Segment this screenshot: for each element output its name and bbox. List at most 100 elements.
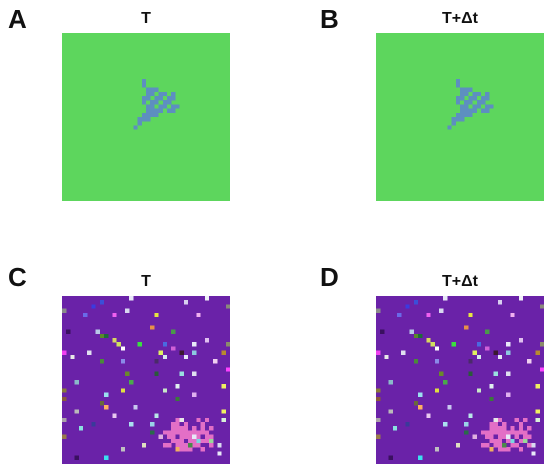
particle-cell [171,329,176,334]
particle-cell [192,350,197,355]
particle-cell [527,359,532,364]
particle-cell [62,350,67,355]
cluster-cell [481,96,486,101]
cluster-cell [506,447,511,452]
cluster-cell [179,443,184,448]
particle-cell [62,434,67,439]
particle-cell [380,329,385,334]
cluster-cell [192,426,197,431]
cluster-cell [200,426,205,431]
cluster-cell [175,443,180,448]
cluster-cell [175,438,180,444]
particle-cell [468,413,473,418]
particle-cell [112,312,117,318]
cluster-cell [455,112,461,118]
cluster-cell [192,438,197,444]
particle-cell [464,422,469,427]
particle-cell [443,422,448,427]
particle-cell [175,384,180,389]
particle-cell [104,405,109,410]
particle-cell [162,354,168,360]
cluster-cell [481,108,486,113]
cluster-cell [506,430,511,435]
particle-cell [506,434,511,439]
particle-cell [192,371,197,376]
cluster-cell [150,112,155,118]
cluster-cell [502,422,507,427]
cluster-cell [464,104,469,109]
particle-cell [116,342,121,347]
particle-cell [192,392,197,397]
cluster-cell [472,96,477,101]
particle-cell [112,338,117,343]
cluster-cell [171,104,176,109]
cluster-cell [141,83,147,88]
cluster-cell [455,79,461,84]
cluster-cell [485,443,490,448]
cluster-cell [175,430,180,435]
particle-cell [179,417,184,423]
cluster-cell [171,434,176,439]
particle-cell [510,312,515,318]
cluster-cell [171,438,176,444]
cluster-cell [497,417,503,423]
particle-cell [392,426,398,431]
cluster-cell [196,417,201,423]
particle-cell [99,359,105,364]
cluster-cell [518,447,524,452]
cluster-cell [146,91,151,97]
cluster-cell [137,121,142,126]
cluster-cell [150,100,155,105]
cluster-cell [171,91,176,97]
particle-cell [179,350,184,355]
cluster-cell [514,417,519,423]
cluster-cell [154,108,159,113]
cluster-cell [188,434,193,439]
particle-cell [213,359,218,364]
particle-cell [531,451,536,456]
particle-cell [418,333,423,339]
particle-cell [83,312,88,318]
particle-cell [204,338,210,343]
cluster-cell [204,430,210,435]
particle-cell [506,371,511,376]
cluster-cell [179,430,184,435]
cluster-cell [489,430,494,435]
cluster-cell [150,87,155,92]
particle-cell [401,350,406,355]
cluster-cell [196,434,201,439]
panel-title-a: T [141,10,151,27]
particle-cell [489,384,494,389]
cluster-cell [154,112,159,118]
particle-cell [418,455,423,460]
cluster-cell [200,422,205,427]
particle-cell [439,371,444,376]
cluster-cell [171,426,176,431]
cluster-cell [476,100,482,105]
cluster-cell [485,104,490,109]
particle-cell [62,308,67,313]
particle-cell [468,371,473,376]
cluster-cell [472,108,477,113]
cluster-cell [167,108,172,113]
particle-cell [175,396,180,402]
cluster-cell [464,87,469,92]
cluster-cell [183,430,189,435]
particle-cell [154,312,159,318]
particle-cell [162,342,168,347]
particle-cell [171,346,176,351]
particle-cell [485,329,490,334]
particle-cell [426,312,431,318]
cluster-cell [141,79,147,84]
particle-cell [74,380,79,385]
particle-cell [104,333,109,339]
panel-letter-b: B [320,4,339,34]
particle-cell [539,367,544,372]
particle-cell [209,438,214,444]
particle-cell [489,396,494,402]
particle-cell [426,413,431,418]
cluster-cell [510,430,515,435]
particle-cell [430,342,435,347]
cluster-cell [171,422,176,427]
cluster-cell [460,96,465,101]
